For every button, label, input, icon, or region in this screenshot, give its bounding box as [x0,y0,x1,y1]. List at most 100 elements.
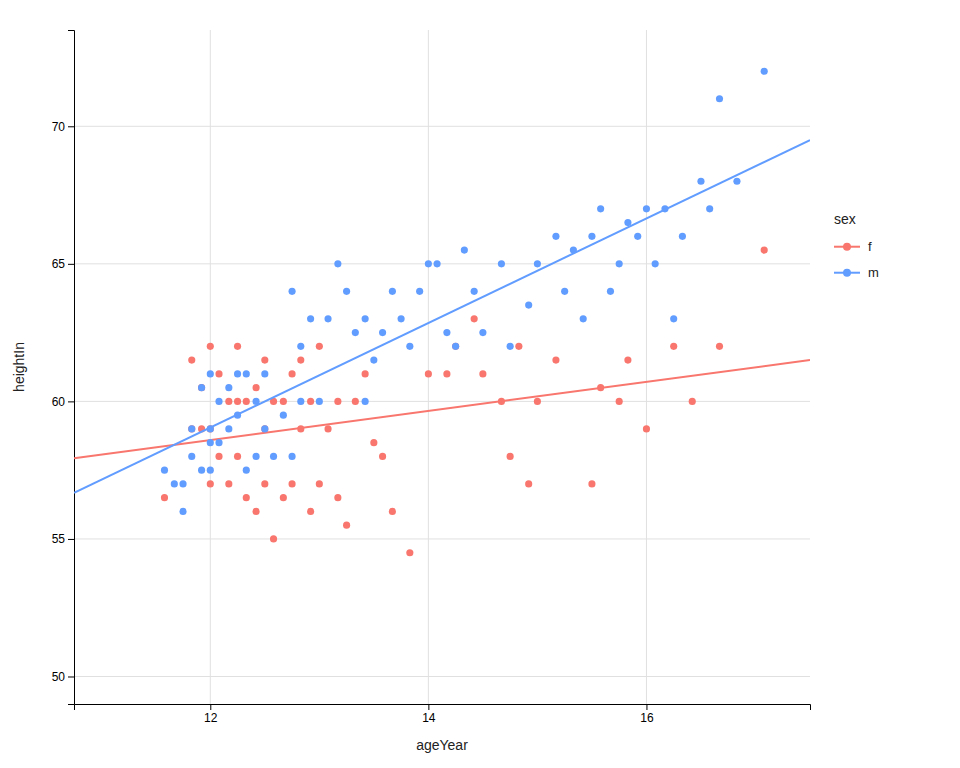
point [552,357,559,364]
point [253,384,260,391]
point [297,357,304,364]
point [452,343,459,350]
point [225,480,232,487]
point [398,315,405,322]
point [379,453,386,460]
point [343,288,350,295]
point [471,288,478,295]
point [389,288,396,295]
point [161,467,168,474]
point [198,384,205,391]
point [689,398,696,405]
point [289,288,296,295]
point [761,68,768,75]
grid [74,30,810,704]
point [307,315,314,322]
point [679,233,686,240]
tick: 65 [52,257,74,271]
point [616,398,623,405]
point [580,315,587,322]
tick-label: 60 [52,395,66,409]
point [261,480,268,487]
point [370,357,377,364]
point [362,370,369,377]
legend: sex fm [834,211,879,281]
point [515,343,522,350]
point [406,549,413,556]
point [280,412,287,419]
point [434,260,441,267]
point [253,508,260,515]
legend-entry: f [834,239,872,254]
point [507,343,514,350]
grid-line [74,126,810,127]
point [215,398,222,405]
point [188,425,195,432]
point [215,453,222,460]
point [289,370,296,377]
legend-title: sex [834,211,856,227]
tick-label: 50 [52,670,66,684]
tick: 55 [52,532,74,546]
point [215,439,222,446]
axis-line [75,705,811,711]
point [552,233,559,240]
point [253,453,260,460]
point [652,260,659,267]
point [362,398,369,405]
point [498,260,505,267]
tick-label: 65 [52,257,66,271]
point [352,398,359,405]
grid-line [74,401,810,402]
tick-label: 14 [422,711,436,725]
grid-line [428,30,429,704]
point [225,398,232,405]
point [207,343,214,350]
tick-mark [68,126,74,127]
tick-mark [646,704,647,710]
tick: 16 [640,704,654,725]
legend-marker [843,269,851,277]
point [334,494,341,501]
legend-entry: m [834,265,879,280]
point [416,288,423,295]
point [207,480,214,487]
point [225,425,232,432]
point [207,467,214,474]
point [352,329,359,336]
marks [74,68,810,557]
point [607,288,614,295]
point [289,453,296,460]
point [297,343,304,350]
tick: 60 [52,395,74,409]
tick-mark [68,539,74,540]
fit-line [74,140,810,493]
point [471,315,478,322]
point [461,247,468,254]
point [362,315,369,322]
point [324,425,331,432]
point [261,370,268,377]
point [188,425,195,432]
point [343,522,350,529]
tick-label: 16 [640,711,654,725]
grid-line [210,30,211,704]
point [234,453,241,460]
point [534,398,541,405]
tick-mark [68,676,74,677]
point [297,398,304,405]
tick: 70 [52,120,74,134]
point [379,329,386,336]
point [370,439,377,446]
point [225,384,232,391]
point [243,494,250,501]
point [334,260,341,267]
point [624,357,631,364]
point [670,343,677,350]
point [588,480,595,487]
point [425,370,432,377]
grid-line [74,538,810,539]
point [307,398,314,405]
point [270,453,277,460]
fit-line [74,360,810,458]
